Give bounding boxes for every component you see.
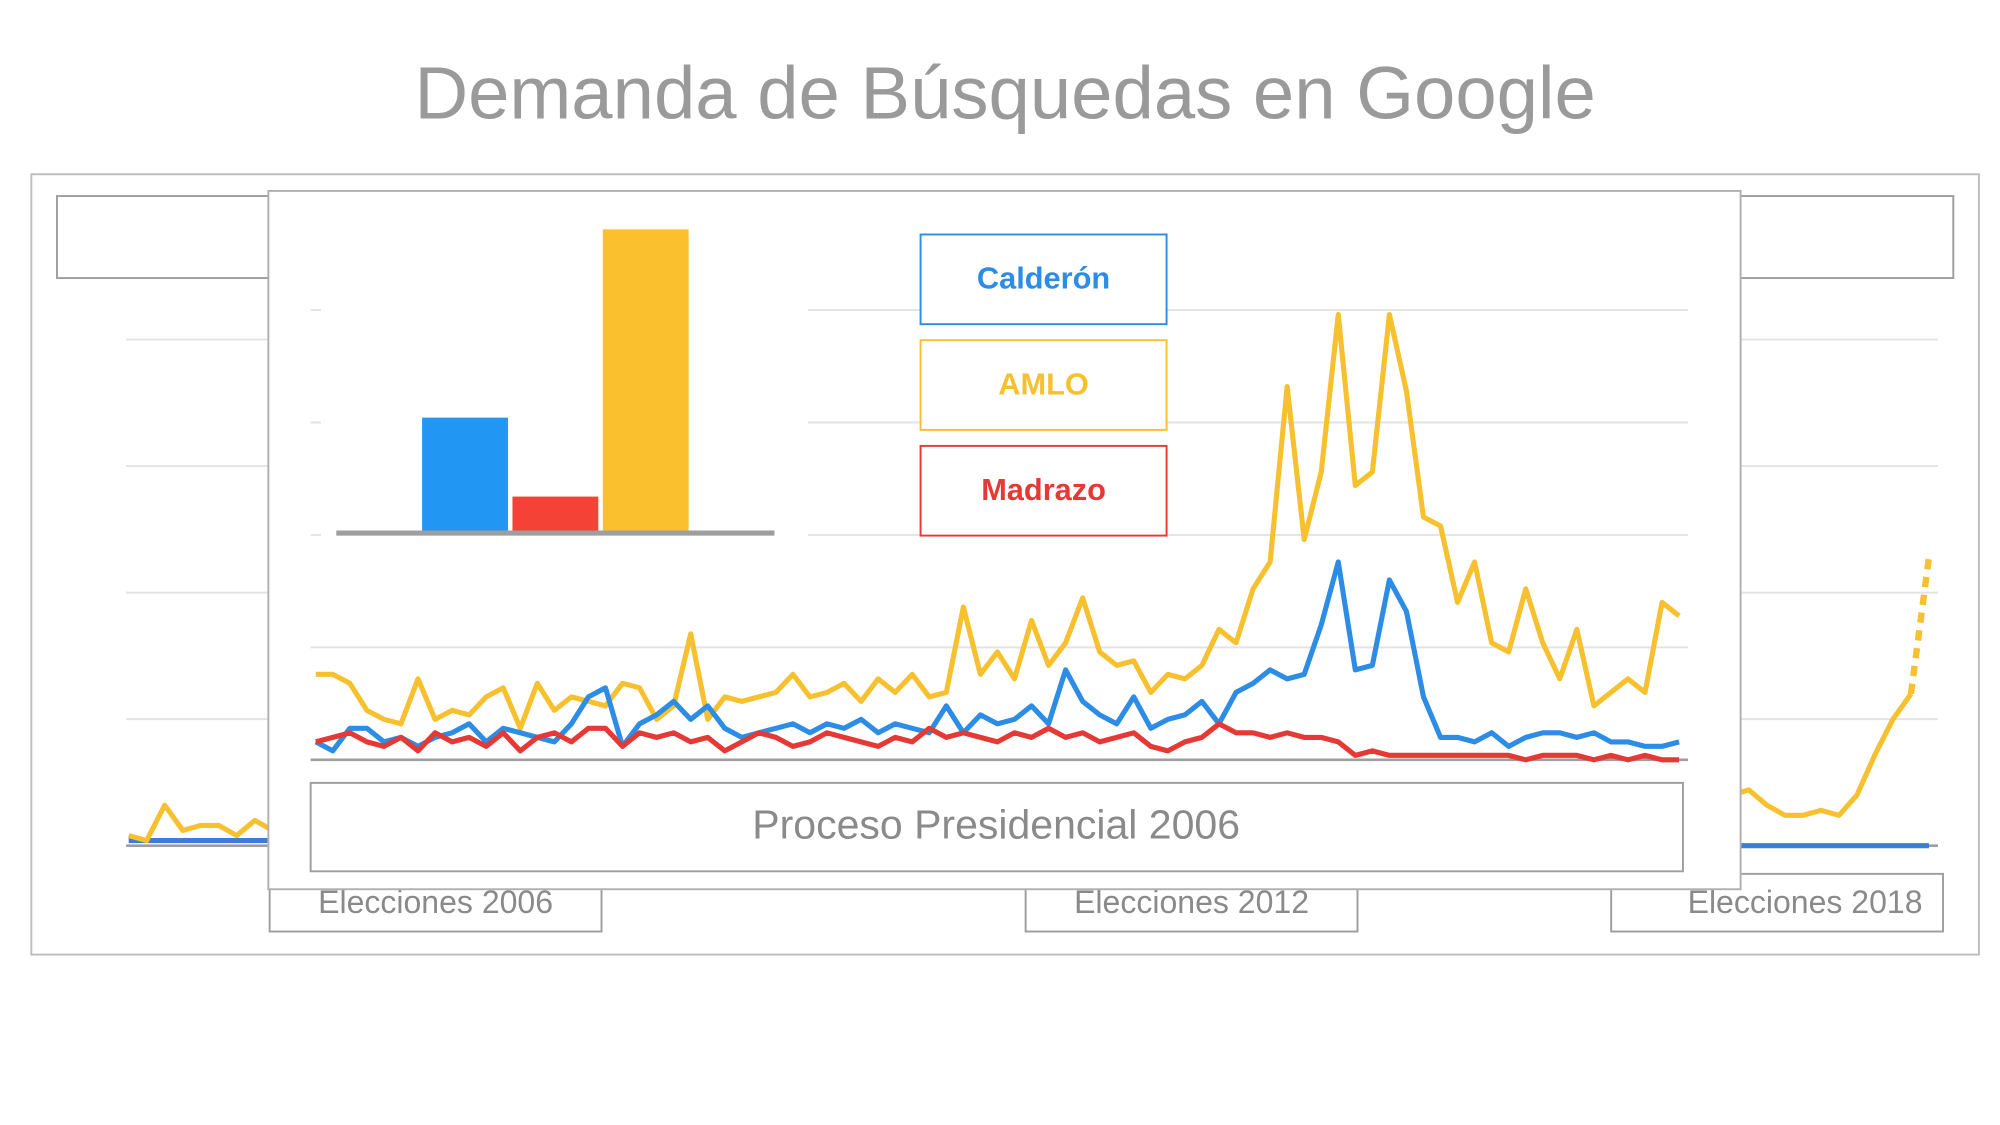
- legend-label: Madrazo: [981, 472, 1106, 507]
- bar: [422, 417, 508, 534]
- caption-box: [309, 781, 1684, 873]
- legend: Calderón AMLO Madrazo: [919, 233, 1168, 537]
- series-line: [314, 559, 1680, 754]
- legend-label: Calderón: [977, 261, 1110, 296]
- series-line-projection: [1907, 556, 1933, 695]
- bar: [602, 229, 689, 534]
- series-line: [315, 312, 1681, 731]
- caption: Proceso Presidencial 2006: [752, 802, 1240, 848]
- legend-box: [919, 339, 1168, 431]
- annotation-box: [1610, 872, 1945, 933]
- inset-background: [320, 205, 808, 554]
- slide-title: Demanda de Búsquedas en Google: [414, 51, 1595, 134]
- bar-chart: [336, 229, 775, 536]
- series-line: [315, 721, 1680, 763]
- legend-box: [919, 233, 1168, 326]
- foreground-chart: [310, 309, 1689, 763]
- bar: [512, 496, 599, 534]
- legend-label: AMLO: [998, 366, 1089, 401]
- legend-box: [919, 444, 1168, 537]
